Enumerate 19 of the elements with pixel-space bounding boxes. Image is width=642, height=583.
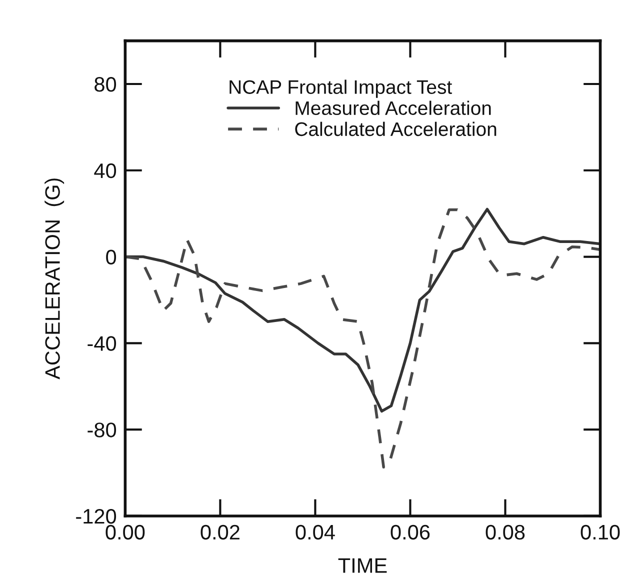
line-series [125,208,600,413]
y-axis-title: ACCELERATION (G) [44,178,64,380]
x-tick-label: 0.10 [580,524,620,540]
y-tick-label: 0 [106,250,116,265]
y-tick-label: -120 [76,508,116,524]
x-tick-label: 0.00 [106,524,145,540]
y-tick-label: 40 [94,163,116,178]
x-axis-title: TIME [338,558,387,573]
y-tick-label: -40 [88,336,116,351]
x-tick-label: 0.02 [200,524,240,540]
legend-label: Calculated Acceleration [295,122,496,136]
legend-title: NCAP Frontal Impact Test [230,80,452,98]
line-series [125,208,600,469]
x-tick-label: 0.06 [390,524,430,540]
x-tick-label: 0.04 [296,524,335,540]
y-tick-label: 80 [94,77,116,92]
x-tick-label: 0.08 [486,524,525,540]
legend-label: Measured Acceleration [296,100,491,116]
y-tick-label: -80 [88,422,116,438]
